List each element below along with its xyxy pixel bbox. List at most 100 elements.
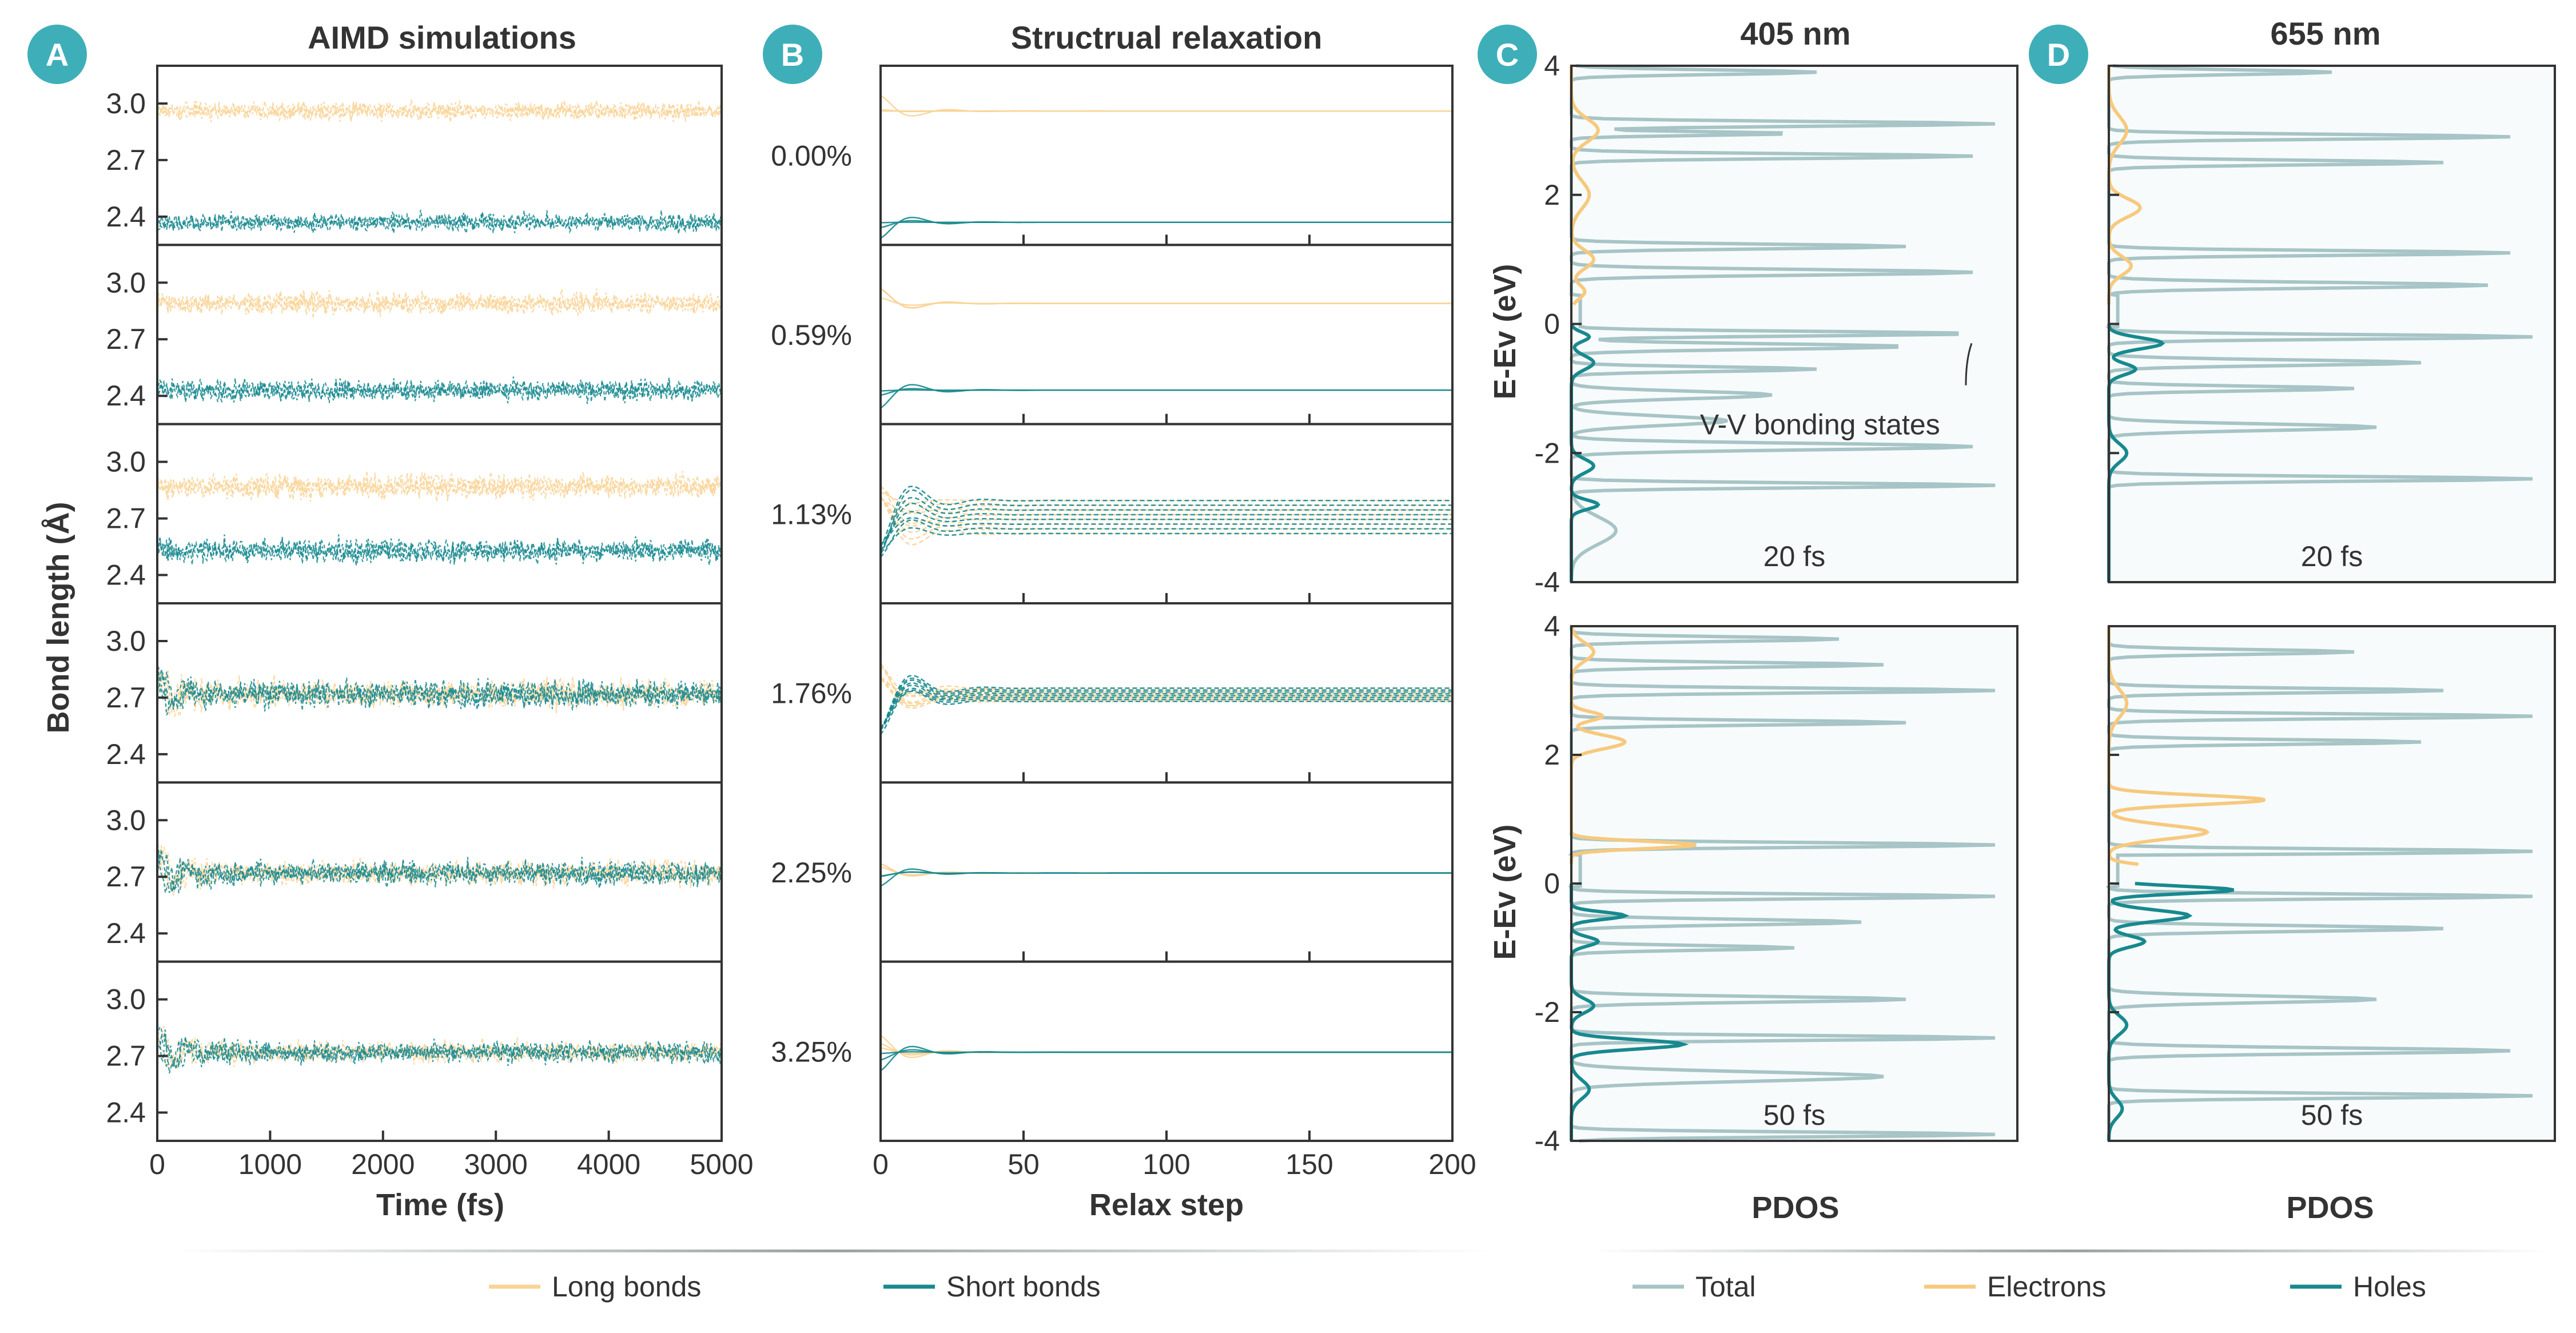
- panel-a-ytick-label: 2.7: [106, 861, 146, 893]
- panel-a-ytick-label: 2.7: [106, 144, 146, 176]
- panel-b-row-bg: [881, 245, 1452, 424]
- panel-a-xtick-label: 5000: [690, 1148, 753, 1180]
- short-bonds-line: [156, 1036, 723, 1074]
- time-label: 20 fs: [1763, 540, 1825, 572]
- panel-b-xtick-label: 50: [1008, 1148, 1040, 1180]
- short-bonds-line: [156, 1029, 723, 1068]
- badge-a: A: [27, 25, 87, 84]
- panel-b-row-label: 0.59%: [771, 319, 852, 351]
- pdos-ytick-label: -2: [1535, 996, 1560, 1028]
- panel-b-xtick-label: 100: [1142, 1148, 1190, 1180]
- pdos-ytick-label: 2: [1544, 739, 1560, 771]
- long-bonds-line: [156, 289, 722, 317]
- panel-a-ylabel: Bond length (Å): [41, 502, 75, 734]
- long-bonds-line: [156, 472, 722, 502]
- long-bonds-line: [879, 663, 1452, 707]
- panel-c-ylabel-bottom: E-Ev (eV): [1488, 824, 1522, 960]
- panel-a-xtick-label: 0: [149, 1148, 165, 1180]
- short-bonds-line: [880, 1051, 1452, 1055]
- panel-b-xtick-label: 0: [873, 1148, 889, 1180]
- short-bonds-line: [156, 209, 723, 236]
- panel-b-row-bg: [881, 782, 1452, 962]
- panel-a-ytick-label: 2.4: [106, 559, 146, 591]
- panel-c-xlabel: PDOS: [1751, 1191, 1839, 1225]
- pdos-bg: [2109, 626, 2555, 1141]
- pdos-bg: [1571, 626, 2017, 1141]
- panel-a-xtick-label: 1000: [238, 1148, 302, 1180]
- panel-c-plot: -4 -2 0 2 4 20 fs V-V bonding states -4 -2 0 2 4 50 …: [1535, 50, 2018, 1157]
- short-bonds-line: [879, 519, 1452, 558]
- panel-c-ylabel-top: E-Ev (eV): [1488, 264, 1522, 399]
- panel-d-plot: 20 fs 50 fs: [2105, 64, 2556, 1142]
- pdos-ytick-label: -2: [1535, 437, 1560, 469]
- panel-a-ytick-label: 2.7: [106, 682, 146, 714]
- panel-a-xlabel: Time (fs): [376, 1188, 504, 1222]
- panel-a-title: AIMD simulations: [308, 19, 576, 55]
- badge-b-label: B: [781, 37, 804, 73]
- legend-short-label: Short bonds: [946, 1271, 1101, 1303]
- short-bonds-line: [156, 1025, 723, 1070]
- long-bonds-line: [157, 98, 723, 121]
- pdos-ytick-label: 4: [1544, 610, 1560, 642]
- panel-a-ytick-label: 2.7: [106, 503, 146, 535]
- short-bonds-line: [156, 669, 723, 712]
- panel-a-xtick-label: 2000: [351, 1148, 415, 1180]
- short-bonds-line: [157, 666, 723, 716]
- long-bonds-line: [157, 471, 722, 502]
- pdos-ytick-label: -4: [1535, 566, 1560, 598]
- short-bonds-line: [880, 216, 1452, 239]
- panel-b-row-bg: [881, 66, 1452, 245]
- electrons-dos-line: [2107, 66, 2142, 305]
- annotation-text: V-V bonding states: [1700, 408, 1940, 440]
- legend-electrons-label: Electrons: [1987, 1271, 2106, 1303]
- panel-b-row-label: 3.25%: [771, 1036, 852, 1068]
- long-bonds-line: [156, 471, 723, 502]
- long-bonds-line: [880, 288, 1452, 309]
- long-bonds-line: [156, 666, 723, 716]
- pdos-ytick-label: -4: [1535, 1125, 1560, 1157]
- panel-a-ytick-label: 2.4: [106, 380, 146, 412]
- legend-right: Total Electrons Holes: [1633, 1271, 2426, 1303]
- long-bonds-line: [880, 497, 1452, 527]
- panel-d-title: 655 nm: [2271, 15, 2381, 51]
- time-label: 20 fs: [2301, 540, 2363, 572]
- panel-a-xtick-label: 3000: [464, 1148, 528, 1180]
- short-bonds-line: [156, 846, 723, 893]
- panel-a-ytick-label: 2.7: [106, 1040, 146, 1072]
- panel-a-row-frame: [156, 960, 723, 1142]
- panel-a-plot: 2.4 2.7 3.0 2.4 2.7 3.0 2.4 2.7 3.0 2.4 2.7 3.0 2.4 2…: [106, 65, 754, 1180]
- short-bonds-line: [880, 517, 1452, 546]
- short-bonds-line: [879, 684, 1452, 731]
- legend-holes-label: Holes: [2353, 1271, 2426, 1303]
- badge-b: B: [763, 25, 822, 84]
- short-bonds-line: [157, 534, 722, 566]
- long-bonds-line: [156, 288, 722, 319]
- short-bonds-line: [879, 677, 1452, 730]
- panel-a-ytick-label: 3.0: [106, 984, 146, 1016]
- short-bonds-line: [157, 378, 723, 404]
- badge-c: C: [1478, 25, 1537, 84]
- short-bonds-line: [879, 489, 1452, 555]
- annotation-arrow: [1965, 343, 1973, 385]
- panel-a-ytick-label: 3.0: [106, 87, 146, 120]
- panel-c-ylabel-top-text: E-Ev (eV): [1488, 264, 1522, 399]
- short-bonds-line: [157, 536, 723, 565]
- panel-b-xtick-label: 200: [1428, 1148, 1476, 1180]
- panel-a-ytick-label: 3.0: [106, 266, 146, 299]
- panel-b-plot: 0.00% 0.59% 1.13% 1.76% 2.25% 3.25% 0 50 100 150 2…: [771, 65, 1476, 1180]
- short-bonds-line: [880, 527, 1452, 553]
- short-bonds-line: [879, 690, 1452, 735]
- short-bonds-line: [157, 210, 723, 234]
- panel-a-ytick-label: 2.7: [106, 323, 146, 355]
- panel-b-row-label: 2.25%: [771, 857, 852, 889]
- short-bonds-line: [879, 675, 1452, 730]
- long-bonds-line: [880, 109, 1452, 113]
- legend-separator-right: [1590, 1250, 2550, 1252]
- pdos-ytick-label: 0: [1544, 308, 1560, 340]
- short-bonds-line: [879, 486, 1452, 548]
- panel-a-ytick-label: 2.4: [106, 917, 146, 949]
- short-bonds-line: [879, 689, 1452, 731]
- long-bonds-line: [157, 100, 722, 123]
- panel-a-ytick-label: 2.4: [106, 1097, 146, 1129]
